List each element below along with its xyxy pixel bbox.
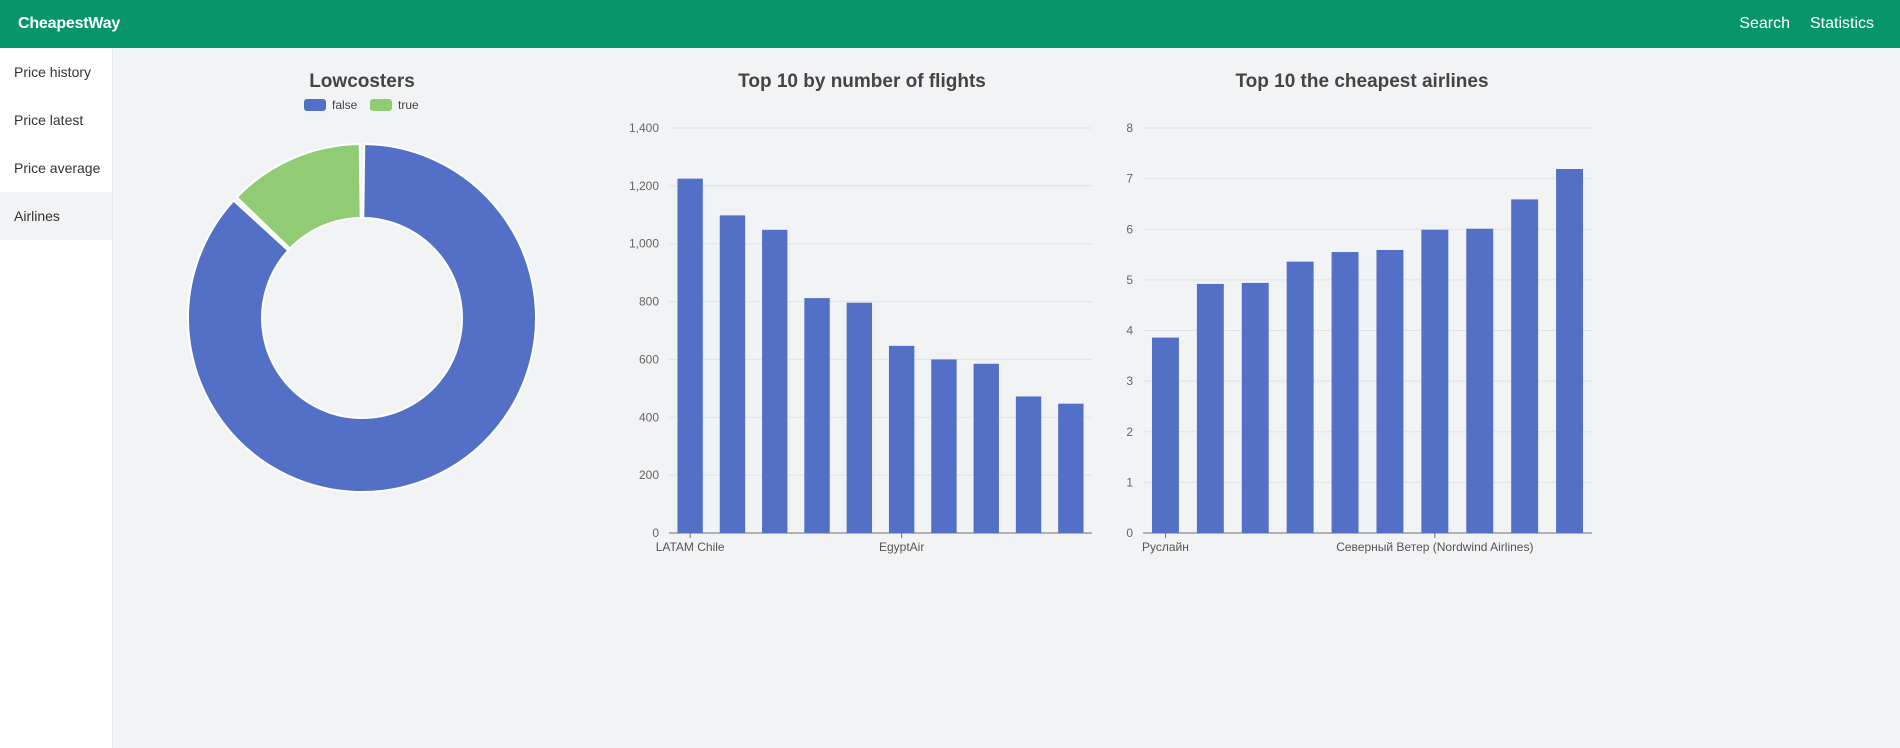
sidebar-item-airlines[interactable]: Airlines [0, 192, 112, 240]
y-tick-label: 200 [639, 468, 659, 482]
legend-swatch-true [370, 99, 392, 111]
bar-9 [1015, 396, 1042, 533]
y-tick-label: 1,400 [629, 121, 659, 135]
x-tick-label: LATAM Chile [656, 540, 725, 554]
donut-slice-true [235, 143, 362, 250]
bar-chart-1-title: Top 10 by number of flights [738, 71, 986, 92]
bar-1 [1151, 337, 1179, 533]
top-navbar: CheapestWay Search Statistics [0, 0, 1900, 48]
bar-2 [719, 215, 746, 533]
bar-4 [804, 298, 830, 533]
sidebar-item-price-average[interactable]: Price average [14, 160, 101, 176]
y-tick-label: 400 [639, 410, 659, 424]
y-tick-label: 2 [1126, 425, 1133, 439]
y-tick-label: 8 [1126, 121, 1133, 135]
bar-6 [1376, 250, 1404, 533]
bar-5 [846, 302, 873, 533]
y-tick-label: 7 [1126, 172, 1133, 186]
y-tick-label: 0 [1126, 526, 1133, 540]
nav-statistics-link[interactable]: Statistics [1809, 15, 1874, 32]
legend-label-true: true [398, 98, 419, 112]
bar-8 [973, 363, 999, 533]
y-tick-label: 1,200 [629, 179, 659, 193]
bar-10 [1058, 403, 1084, 533]
y-tick-label: 6 [1126, 222, 1133, 236]
y-tick-label: 600 [639, 352, 659, 366]
x-tick-label: Руслайн [1142, 540, 1189, 554]
y-tick-label: 800 [639, 295, 659, 309]
x-tick-label: EgyptAir [879, 540, 924, 554]
donut-slice-false [187, 143, 537, 493]
y-tick-label: 5 [1126, 273, 1133, 287]
nav-search-link[interactable]: Search [1739, 15, 1790, 32]
y-tick-label: 1,000 [629, 237, 659, 251]
sidebar-item-price-latest[interactable]: Price latest [14, 112, 84, 128]
legend-swatch-false [304, 99, 326, 111]
bar-3 [1241, 282, 1269, 533]
bar-chart-2-title: Top 10 the cheapest airlines [1235, 71, 1488, 92]
y-tick-label: 1 [1126, 475, 1133, 489]
bar-3 [762, 229, 788, 534]
bar-7 [931, 359, 957, 533]
brand-logo[interactable]: CheapestWay [18, 15, 121, 32]
donut-chart-title: Lowcosters [309, 71, 415, 92]
bar-4 [1286, 261, 1314, 533]
legend-label-false: false [332, 98, 358, 112]
bar-9 [1511, 199, 1539, 533]
bar-10 [1556, 169, 1584, 533]
x-tick-label: Северный Ветер (Nordwind Airlines) [1336, 540, 1533, 554]
y-tick-label: 3 [1126, 374, 1133, 388]
bar-1 [677, 178, 703, 533]
top-nav: Search Statistics [1739, 0, 1874, 48]
bar-2 [1196, 283, 1224, 533]
y-tick-label: 0 [652, 526, 659, 540]
bar-5 [1331, 252, 1359, 533]
bar-7 [1421, 229, 1449, 533]
y-tick-label: 4 [1126, 324, 1133, 338]
bar-6 [888, 345, 915, 533]
sidebar-item-price-history[interactable]: Price history [14, 64, 92, 80]
sidebar: Price history Price latest Price average… [0, 48, 113, 748]
bar-8 [1466, 228, 1494, 533]
